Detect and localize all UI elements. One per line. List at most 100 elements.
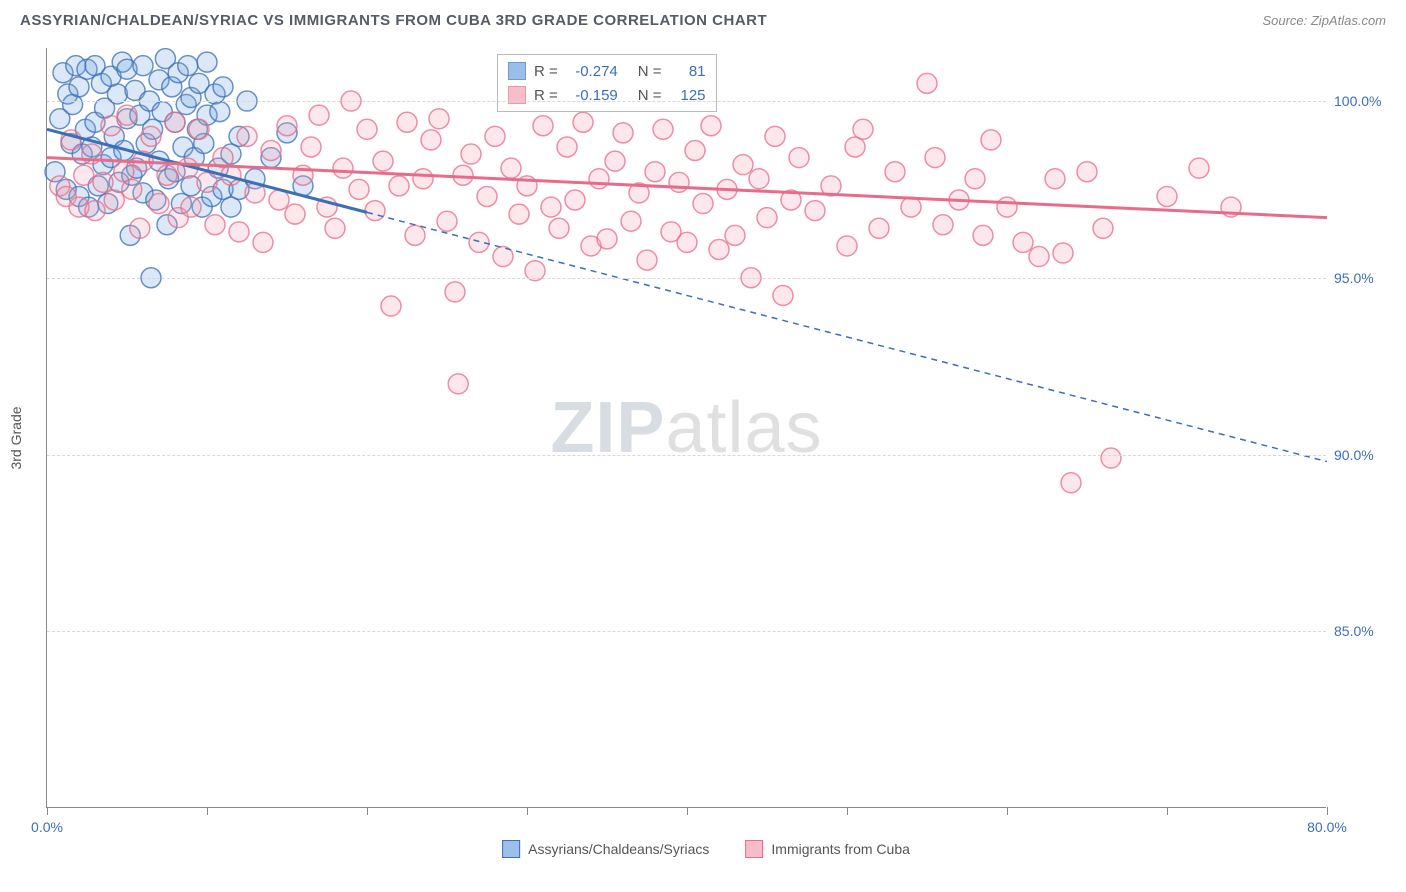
data-point: [701, 116, 721, 136]
data-point: [405, 225, 425, 245]
data-point: [389, 176, 409, 196]
x-tick: [847, 807, 848, 815]
stat-r-value: -0.274: [566, 63, 618, 80]
stats-row: R =-0.274N =81: [508, 59, 706, 83]
data-point: [597, 229, 617, 249]
grid-line: [47, 455, 1326, 456]
data-point: [1061, 473, 1081, 493]
data-point: [269, 190, 289, 210]
data-point: [210, 102, 230, 122]
data-point: [981, 130, 1001, 150]
data-point: [413, 169, 433, 189]
stats-row: R =-0.159N =125: [508, 83, 706, 107]
data-point: [1053, 243, 1073, 263]
data-point: [213, 77, 233, 97]
data-point: [1093, 218, 1113, 238]
data-point: [917, 73, 937, 93]
data-point: [165, 112, 185, 132]
data-point: [133, 56, 153, 76]
data-point: [141, 126, 161, 146]
data-point: [453, 165, 473, 185]
x-tick: [47, 807, 48, 815]
data-point: [122, 179, 142, 199]
data-point: [1013, 232, 1033, 252]
data-point: [349, 179, 369, 199]
x-tick: [207, 807, 208, 815]
x-tick: [1167, 807, 1168, 815]
data-point: [621, 211, 641, 231]
data-point: [533, 116, 553, 136]
data-point: [85, 201, 105, 221]
legend-swatch: [745, 840, 763, 858]
stat-n-value: 81: [670, 63, 706, 80]
chart-container: 3rd Grade ZIPatlas R =-0.274N =81R =-0.1…: [46, 48, 1366, 828]
data-point: [229, 222, 249, 242]
data-point: [445, 282, 465, 302]
stat-n-label: N =: [638, 63, 662, 80]
stat-swatch: [508, 62, 526, 80]
data-point: [74, 165, 94, 185]
data-point: [469, 232, 489, 252]
plot-area: ZIPatlas R =-0.274N =81R =-0.159N =125 8…: [46, 48, 1326, 808]
data-point: [853, 119, 873, 139]
grid-line: [47, 631, 1326, 632]
data-point: [901, 197, 921, 217]
data-point: [117, 105, 137, 125]
grid-line: [47, 101, 1326, 102]
data-point: [925, 148, 945, 168]
data-point: [1045, 169, 1065, 189]
legend-item: Immigrants from Cuba: [745, 840, 909, 858]
data-point: [933, 215, 953, 235]
data-point: [197, 52, 217, 72]
data-point: [637, 250, 657, 270]
data-point: [104, 190, 124, 210]
data-point: [509, 204, 529, 224]
legend-swatch: [502, 840, 520, 858]
data-point: [709, 239, 729, 259]
data-point: [773, 285, 793, 305]
data-point: [373, 151, 393, 171]
data-point: [1101, 448, 1121, 468]
data-point: [357, 119, 377, 139]
data-point: [973, 225, 993, 245]
data-point: [573, 112, 593, 132]
x-tick: [687, 807, 688, 815]
data-point: [253, 232, 273, 252]
data-point: [677, 232, 697, 252]
data-point: [397, 112, 417, 132]
data-point: [189, 119, 209, 139]
data-point: [765, 126, 785, 146]
x-tick: [367, 807, 368, 815]
data-point: [301, 137, 321, 157]
data-point: [485, 126, 505, 146]
data-point: [549, 218, 569, 238]
data-point: [205, 215, 225, 235]
data-point: [429, 109, 449, 129]
data-point: [325, 218, 345, 238]
scatter-plot-svg: [47, 48, 1327, 808]
data-point: [477, 186, 497, 206]
data-point: [309, 105, 329, 125]
data-point: [461, 144, 481, 164]
data-point: [381, 296, 401, 316]
data-point: [565, 190, 585, 210]
correlation-stats-box: R =-0.274N =81R =-0.159N =125: [497, 54, 717, 112]
data-point: [157, 165, 177, 185]
data-point: [93, 172, 113, 192]
data-point: [277, 116, 297, 136]
data-point: [149, 194, 169, 214]
data-point: [749, 169, 769, 189]
data-point: [965, 169, 985, 189]
data-point: [733, 155, 753, 175]
data-point: [805, 201, 825, 221]
y-axis-label: 3rd Grade: [8, 406, 24, 469]
data-point: [333, 158, 353, 178]
data-point: [261, 141, 281, 161]
legend-bottom: Assyrians/Chaldeans/SyriacsImmigrants fr…: [502, 840, 910, 858]
y-tick-label: 90.0%: [1334, 447, 1394, 463]
data-point: [1157, 186, 1177, 206]
y-tick-label: 85.0%: [1334, 623, 1394, 639]
x-tick: [1327, 807, 1328, 815]
data-point: [365, 201, 385, 221]
data-point: [448, 374, 468, 394]
